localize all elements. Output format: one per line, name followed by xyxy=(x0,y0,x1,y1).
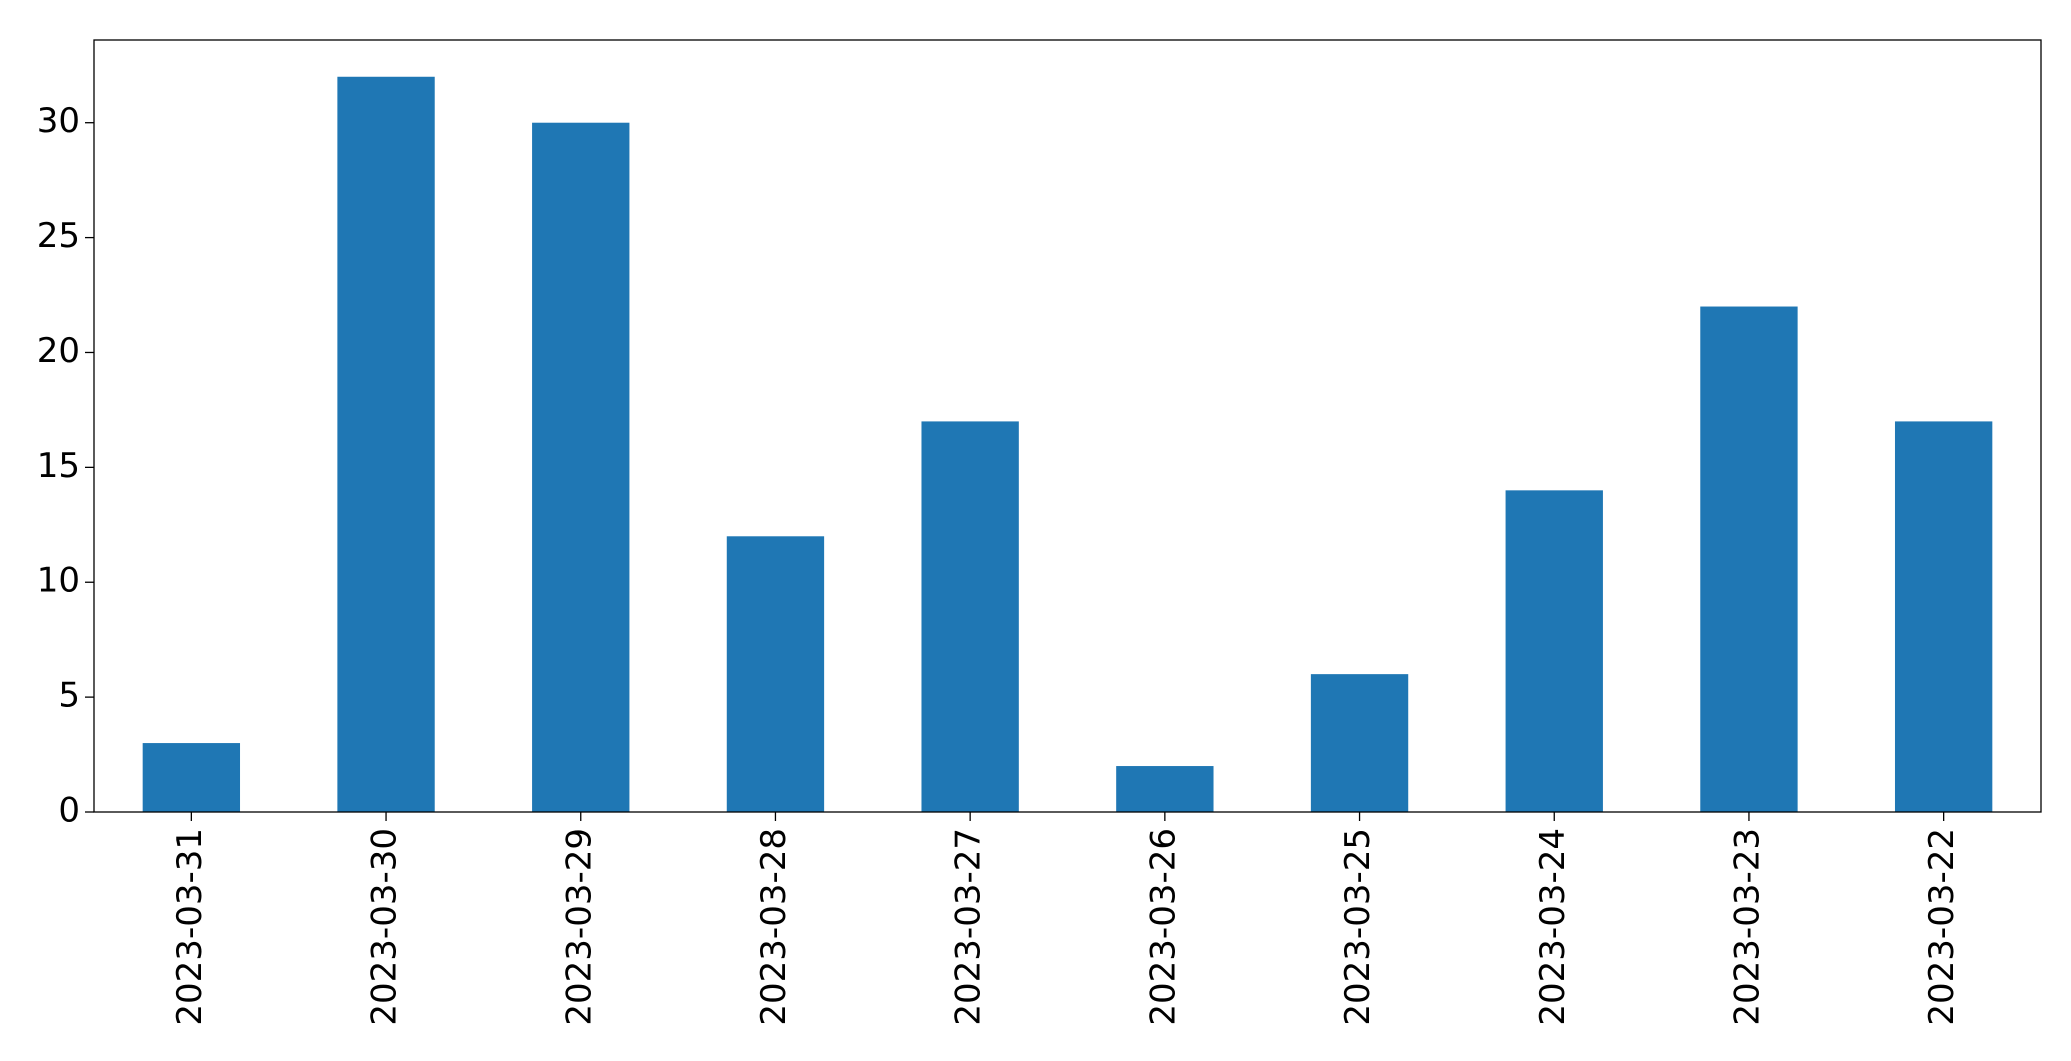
y-tick-label: 30 xyxy=(37,101,80,141)
x-tick-label: 2023-03-31 xyxy=(170,828,210,1026)
x-tick-label: 2023-03-24 xyxy=(1533,828,1573,1026)
x-tick-label: 2023-03-29 xyxy=(559,828,599,1026)
y-tick-label: 25 xyxy=(37,216,80,256)
bar xyxy=(1116,766,1214,812)
bar xyxy=(1505,490,1603,812)
bar xyxy=(921,421,1019,812)
bar xyxy=(1894,421,1993,812)
x-tick-label: 2023-03-25 xyxy=(1338,828,1378,1026)
bar xyxy=(142,743,241,812)
y-tick-label: 15 xyxy=(37,446,80,486)
x-tick-label: 2023-03-22 xyxy=(1922,828,1962,1026)
x-tick-label: 2023-03-27 xyxy=(949,828,989,1026)
bar xyxy=(1310,674,1409,812)
y-tick-label: 0 xyxy=(58,791,80,831)
y-tick-label: 10 xyxy=(37,561,80,601)
x-tick-label: 2023-03-26 xyxy=(1143,828,1183,1026)
plot-frame xyxy=(93,39,2042,813)
bar xyxy=(532,122,630,812)
x-tick-label: 2023-03-30 xyxy=(365,828,405,1026)
x-tick-label: 2023-03-28 xyxy=(754,828,794,1026)
bar xyxy=(1700,306,1798,812)
bar xyxy=(337,76,435,812)
bar xyxy=(726,536,825,812)
y-tick-label: 5 xyxy=(58,676,80,716)
x-tick-label: 2023-03-23 xyxy=(1727,828,1767,1026)
y-tick-label: 20 xyxy=(37,331,80,371)
